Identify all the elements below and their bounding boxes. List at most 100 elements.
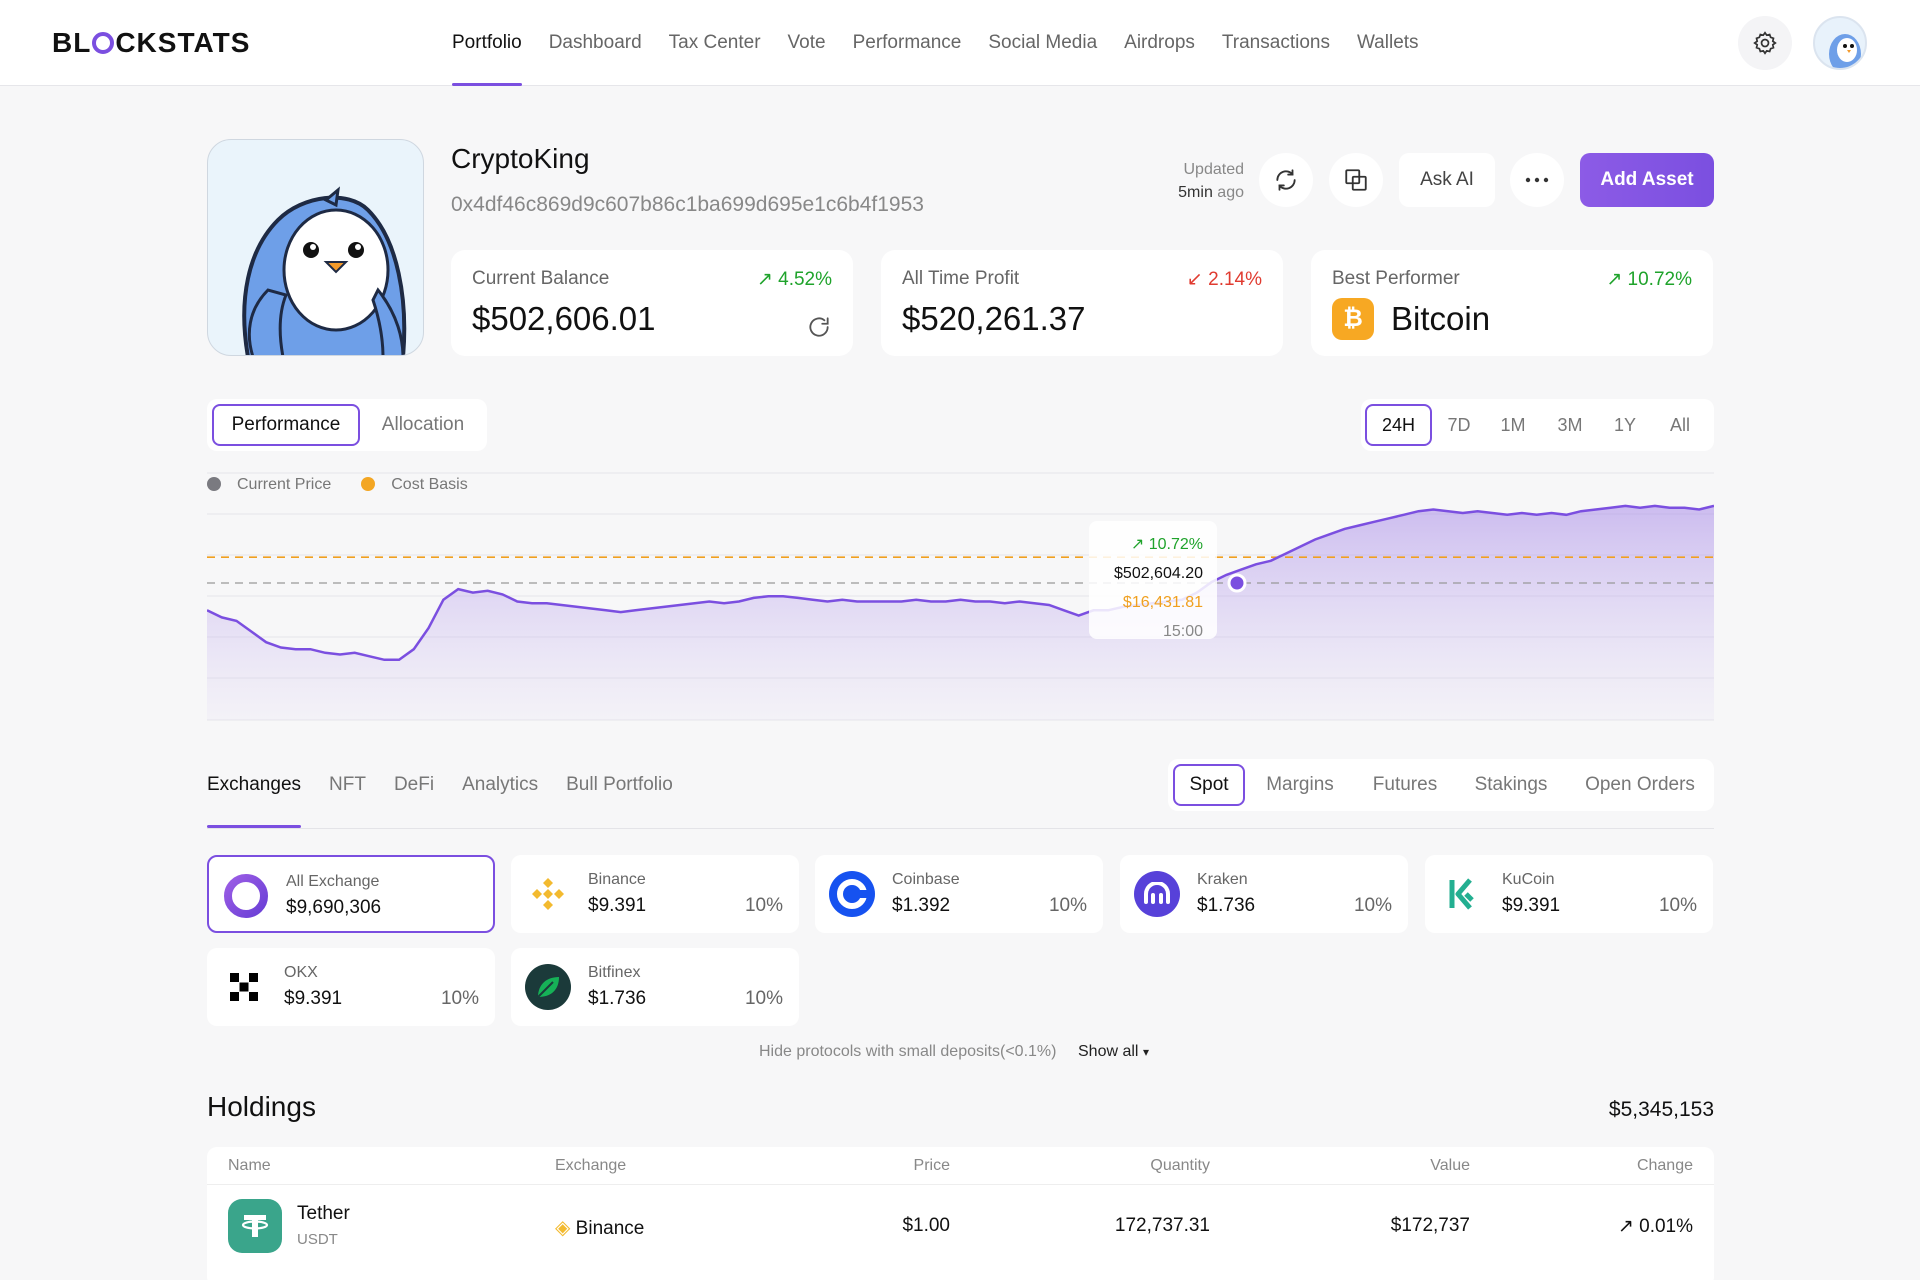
chart-view-tabs: Performance Allocation bbox=[207, 399, 487, 451]
wallet-address[interactable]: 0x4df46c869d9c607b86c1ba699d695e1c6b4f19… bbox=[451, 193, 924, 216]
section-divider bbox=[207, 828, 1714, 829]
holdings-total: $5,345,153 bbox=[1608, 1098, 1714, 1121]
exchange-card-bitfinex[interactable]: Bitfinex $1.736 10% bbox=[511, 948, 799, 1026]
header-divider bbox=[207, 1184, 1714, 1185]
range-3m[interactable]: 3M bbox=[1557, 415, 1583, 435]
copy-icon bbox=[1345, 169, 1367, 191]
column-header-name[interactable]: Name bbox=[228, 1157, 271, 1174]
nav-performance[interactable]: Performance bbox=[852, 32, 962, 53]
all-time-profit-change: ↙ 2.14% bbox=[1186, 269, 1262, 290]
exchange-card-kucoin[interactable]: KuCoin $9.391 10% bbox=[1425, 855, 1713, 933]
coinbase-icon bbox=[829, 871, 875, 917]
more-button[interactable] bbox=[1510, 153, 1564, 207]
hover-point[interactable] bbox=[1227, 573, 1247, 593]
tooltip-cost: $16,431.81 bbox=[1122, 594, 1203, 611]
nav-transactions[interactable]: Transactions bbox=[1221, 32, 1330, 53]
nav-social-media[interactable]: Social Media bbox=[988, 32, 1098, 53]
range-all[interactable]: All bbox=[1669, 415, 1690, 435]
arrow-up-right-icon: ↗ bbox=[1606, 269, 1623, 290]
profile-picture bbox=[207, 139, 424, 356]
refresh-balance-button[interactable] bbox=[806, 314, 832, 345]
exchange-card-okx[interactable]: OKX $9.391 10% bbox=[207, 948, 495, 1026]
holdings-title: Holdings bbox=[207, 1091, 316, 1122]
current-balance-card: Current Balance ↗ 4.52% $502,606.01 bbox=[451, 250, 853, 356]
tooltip-change: ↗ 10.72% bbox=[1130, 536, 1203, 553]
row-change: ↗ 0.01% bbox=[1617, 1216, 1693, 1237]
binance-icon: ◈ bbox=[555, 1217, 571, 1239]
market-type-tabs: Spot Margins Futures Stakings Open Order… bbox=[1168, 759, 1714, 811]
column-header-value[interactable]: Value bbox=[1430, 1157, 1470, 1174]
best-performer-value: Bitcoin bbox=[1391, 300, 1491, 337]
chart-tooltip: ↗ 10.72% $502,604.20 $16,431.81 15:00 bbox=[1089, 521, 1217, 640]
row-price: $1.00 bbox=[902, 1215, 950, 1236]
logo-o-ring bbox=[92, 32, 115, 54]
tab-performance[interactable]: Performance bbox=[212, 404, 360, 446]
current-price-line bbox=[207, 504, 1714, 662]
section-tabs: Exchanges NFT DeFi Analytics Bull Portfolio bbox=[207, 760, 673, 830]
sync-button[interactable] bbox=[1259, 153, 1313, 207]
tab-defi[interactable]: DeFi bbox=[393, 774, 435, 795]
chevron-down-icon: ▾ bbox=[1142, 1045, 1149, 1059]
penguin-avatar-icon bbox=[1829, 34, 1861, 68]
exchange-card-kraken[interactable]: Kraken $1.736 10% bbox=[1120, 855, 1408, 933]
tab-allocation[interactable]: Allocation bbox=[381, 414, 465, 435]
settings-button[interactable] bbox=[1738, 16, 1792, 70]
okx-icon bbox=[221, 964, 267, 1010]
main-nav: Portfolio Dashboard Tax Center Vote Performa… bbox=[452, 0, 1419, 86]
table-row[interactable]: Tether USDT ◈ Binance $1.00 172,737.31 $… bbox=[207, 1185, 1714, 1269]
profile-name: CryptoKing bbox=[451, 143, 590, 174]
tab-spot[interactable]: Spot bbox=[1173, 764, 1245, 806]
range-7d[interactable]: 7D bbox=[1447, 415, 1471, 435]
all-exchange-icon bbox=[223, 873, 269, 919]
bitfinex-icon bbox=[525, 964, 571, 1010]
arrow-up-right-icon: ↗ bbox=[1617, 1216, 1634, 1237]
current-balance-value: $502,606.01 bbox=[472, 300, 656, 337]
tab-open-orders[interactable]: Open Orders bbox=[1585, 774, 1695, 795]
updated-indicator: Updated 5min ago bbox=[1178, 161, 1244, 201]
tooltip-time: 15:00 bbox=[1162, 623, 1203, 640]
small-deposits-note: Hide protocols with small deposits(<0.1%… bbox=[759, 1043, 1057, 1060]
refresh-icon bbox=[809, 317, 829, 337]
all-time-profit-card: All Time Profit ↙ 2.14% $520,261.37 bbox=[881, 250, 1283, 356]
range-1m[interactable]: 1M bbox=[1500, 415, 1526, 435]
tab-futures[interactable]: Futures bbox=[1372, 774, 1438, 795]
nav-dashboard[interactable]: Dashboard bbox=[548, 32, 642, 53]
tether-icon bbox=[228, 1199, 282, 1253]
exchange-card-coinbase[interactable]: Coinbase $1.392 10% bbox=[815, 855, 1103, 933]
copy-button[interactable] bbox=[1329, 153, 1383, 207]
ask-ai-button[interactable]: Ask AI bbox=[1399, 153, 1495, 207]
nav-portfolio[interactable]: Portfolio bbox=[452, 0, 522, 86]
column-header-price[interactable]: Price bbox=[913, 1157, 950, 1174]
add-asset-button[interactable]: Add Asset bbox=[1580, 153, 1714, 207]
sync-icon bbox=[1276, 169, 1296, 191]
show-all-toggle[interactable]: Show all ▾ bbox=[1078, 1043, 1149, 1060]
tab-nft[interactable]: NFT bbox=[329, 774, 366, 795]
tab-margins[interactable]: Margins bbox=[1266, 774, 1334, 795]
exchange-card-binance[interactable]: Binance $9.391 10% bbox=[511, 855, 799, 933]
gear-icon bbox=[1753, 31, 1777, 55]
all-time-profit-value: $520,261.37 bbox=[902, 300, 1086, 337]
column-header-change[interactable]: Change bbox=[1636, 1157, 1693, 1174]
top-bar: BL CKSTATS Portfolio Dashboard Tax Center Vo… bbox=[0, 0, 1920, 86]
logo[interactable]: BL CKSTATS bbox=[52, 27, 251, 58]
nav-tax-center[interactable]: Tax Center bbox=[668, 32, 761, 53]
column-header-quantity[interactable]: Quantity bbox=[1150, 1157, 1210, 1174]
performance-chart[interactable] bbox=[207, 470, 1714, 722]
range-24h[interactable]: 24H bbox=[1365, 404, 1432, 446]
tooltip-price: $502,604.20 bbox=[1114, 565, 1203, 582]
tab-exchanges[interactable]: Exchanges bbox=[207, 760, 302, 830]
best-performer-card: Best Performer ↗ 10.72% ₿ Bitcoin bbox=[1311, 250, 1713, 356]
nav-airdrops[interactable]: Airdrops bbox=[1124, 32, 1195, 53]
arrow-up-right-icon: ↗ bbox=[756, 269, 773, 290]
exchange-card-all[interactable]: All Exchange $9,690,306 bbox=[207, 855, 495, 933]
column-header-exchange[interactable]: Exchange bbox=[555, 1157, 627, 1174]
tab-analytics[interactable]: Analytics bbox=[462, 774, 539, 795]
tab-stakings[interactable]: Stakings bbox=[1474, 774, 1548, 795]
nav-wallets[interactable]: Wallets bbox=[1356, 32, 1419, 53]
nav-vote[interactable]: Vote bbox=[787, 32, 826, 53]
price-area bbox=[207, 505, 1714, 720]
tab-bull-portfolio[interactable]: Bull Portfolio bbox=[566, 774, 673, 795]
range-1y[interactable]: 1Y bbox=[1613, 415, 1637, 435]
row-quantity: 172,737.31 bbox=[1114, 1215, 1210, 1236]
user-avatar[interactable] bbox=[1813, 16, 1867, 70]
